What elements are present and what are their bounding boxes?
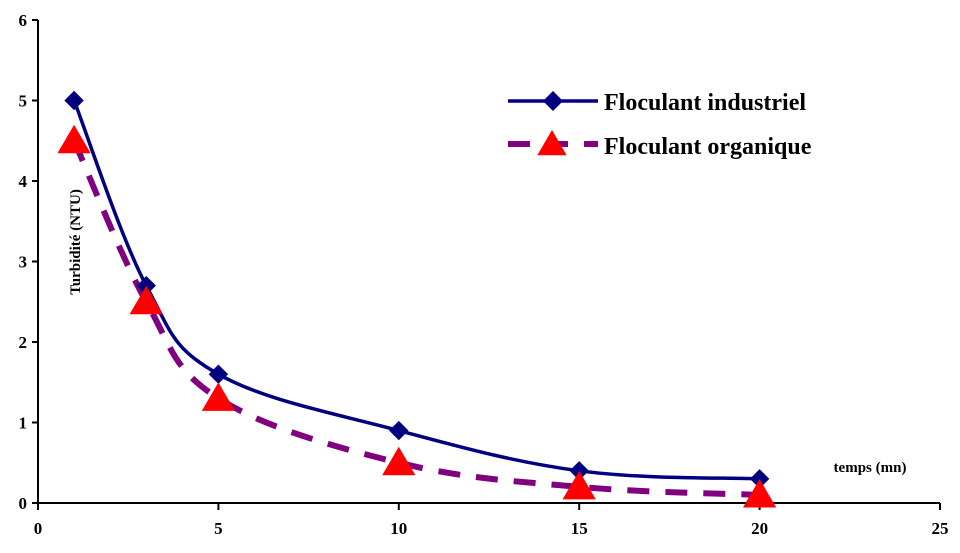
series-line-floculant-industriel: [72, 99, 760, 481]
data-point-organique: [742, 478, 777, 508]
legend-label-industriel: Floculant industriel: [604, 90, 806, 116]
x-tick-label: 25: [932, 519, 949, 538]
x-tick-label: 20: [751, 519, 768, 538]
data-point-organique: [57, 124, 91, 154]
x-tick-label: 10: [390, 519, 407, 538]
data-point-industriel: [64, 90, 84, 111]
x-tick-label: 5: [214, 519, 223, 538]
axes: 0 1 2 3 4 5 6 0 5 10 15 20 25: [19, 11, 949, 538]
y-axis-title: Turbidité (NTU): [68, 189, 84, 295]
legend-item-floculant-industriel: Floculant industriel: [508, 90, 806, 116]
y-tick-label: 6: [19, 11, 28, 30]
y-tick-label: 5: [19, 92, 28, 111]
data-point-organique: [201, 382, 236, 411]
legend-diamond-marker: [543, 91, 563, 111]
data-point-organique: [129, 285, 163, 315]
y-tick-label: 2: [19, 333, 28, 352]
y-tick-label: 4: [19, 172, 28, 191]
data-point-organique: [382, 446, 416, 476]
y-tick-label: 1: [19, 414, 28, 433]
x-axis-ticks: 0 5 10 15 20 25: [34, 503, 949, 538]
x-tick-label: 0: [34, 519, 43, 538]
legend-triangle-marker: [537, 130, 567, 156]
series-line-floculant-organique: [71, 139, 760, 498]
x-axis-title: temps (mn): [834, 460, 907, 476]
y-tick-label: 3: [19, 253, 28, 272]
x-tick-label: 15: [571, 519, 588, 538]
series-layer: [57, 90, 777, 508]
data-point-industriel: [208, 364, 229, 384]
y-axis-ticks: 0 1 2 3 4 5 6: [19, 11, 38, 513]
legend-label-organique: Floculant organique: [604, 134, 812, 160]
legend: Floculant industriel Floculant organique: [508, 90, 812, 160]
y-tick-label: 0: [19, 494, 28, 513]
data-point-organique: [562, 470, 596, 500]
legend-item-floculant-organique: Floculant organique: [508, 130, 812, 160]
data-point-industriel: [389, 420, 409, 441]
